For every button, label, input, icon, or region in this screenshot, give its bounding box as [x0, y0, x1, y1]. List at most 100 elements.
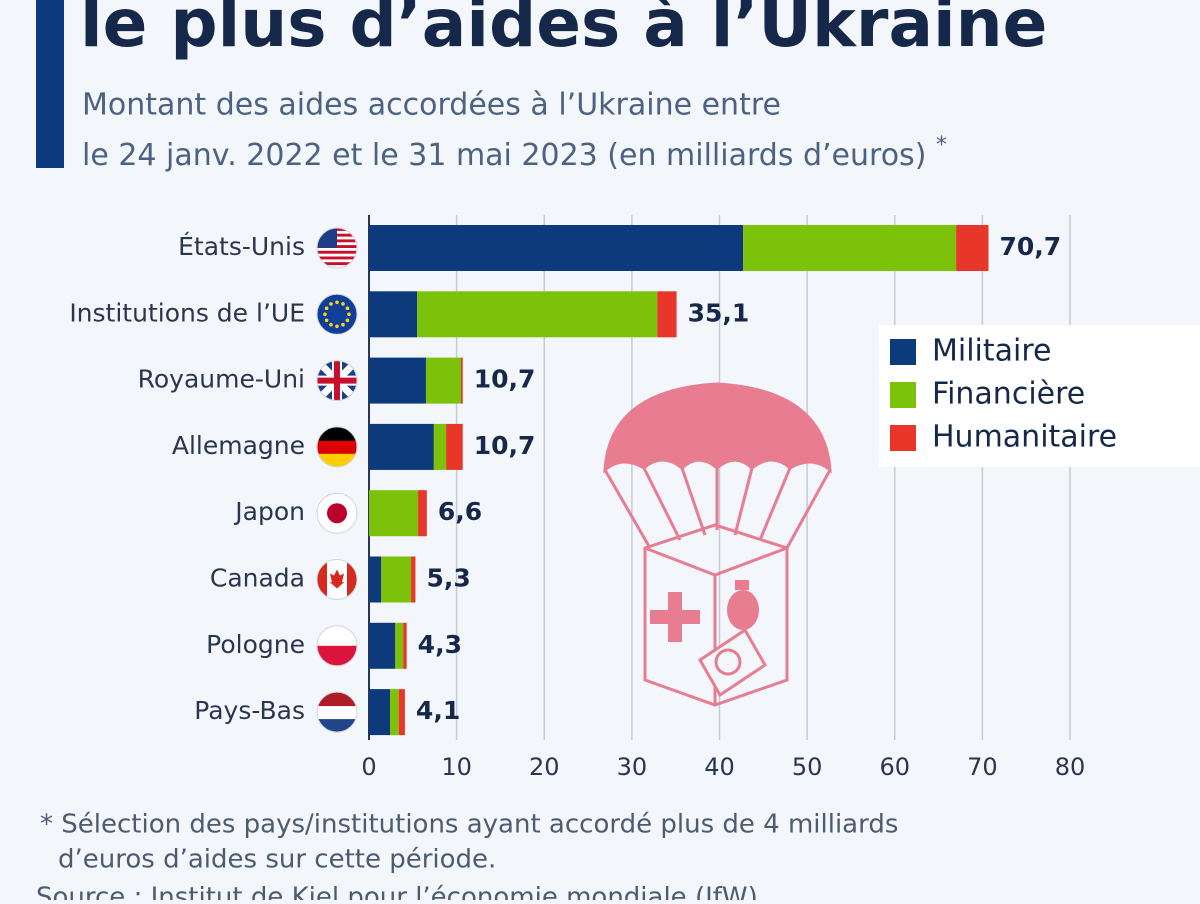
legend-swatch	[890, 339, 916, 365]
legend-swatch	[890, 382, 916, 408]
flag-part	[317, 645, 357, 666]
flag-part	[335, 324, 339, 329]
flag-part	[347, 559, 357, 600]
chart-title: le plus d’aides à l’Ukraine	[80, 0, 1047, 62]
x-tick-label: 10	[441, 753, 472, 781]
x-tick-label: 50	[792, 753, 823, 781]
flag-ring	[316, 293, 358, 335]
flag-part	[317, 440, 357, 454]
bar-segment	[403, 622, 407, 669]
y-tick-label: Institutions de l’UE	[69, 298, 305, 327]
bar-segment	[417, 291, 658, 338]
bar-segment	[395, 622, 404, 669]
flag-inner	[317, 228, 357, 268]
flag-part	[317, 719, 357, 733]
flag-inner	[317, 559, 357, 600]
total-label: 4,3	[418, 630, 462, 659]
bar-segment	[369, 622, 396, 669]
bar-segment	[369, 291, 418, 338]
flag-ring	[316, 492, 358, 534]
bar-segment	[369, 689, 391, 736]
bar-segment	[461, 357, 463, 404]
x-tick-label: 80	[1055, 753, 1086, 781]
flag-ring	[316, 227, 358, 269]
flag-part	[329, 322, 333, 327]
total-label: 35,1	[688, 298, 750, 327]
flag-part	[323, 312, 327, 317]
flag-part	[317, 426, 357, 441]
bar-segment	[657, 291, 677, 338]
flag-part	[317, 360, 357, 401]
total-label: 4,1	[416, 696, 460, 725]
flag-part	[329, 302, 333, 306]
legend-label: Financière	[932, 377, 1085, 412]
flag-part	[345, 318, 350, 323]
subtitle-line: le 24 janv. 2022 et le 31 mai 2023 (en m…	[82, 138, 926, 173]
bar-segment	[425, 357, 462, 404]
y-tick-label: Canada	[210, 564, 305, 593]
flag	[316, 559, 358, 600]
flag	[316, 293, 358, 335]
flag-part	[324, 318, 329, 323]
subtitle: Montant des aides accordées à l’Ukraine …	[82, 88, 781, 123]
bar-segment	[433, 423, 447, 470]
flag-part	[317, 692, 357, 707]
flag	[316, 625, 358, 667]
flag-inner	[317, 294, 357, 335]
bar-segment	[369, 556, 382, 603]
flag-part	[317, 559, 327, 600]
bar-segment	[381, 556, 412, 603]
parachute-illustration	[603, 382, 832, 707]
bar-segment	[743, 225, 957, 271]
legend-label: Militaire	[932, 334, 1052, 369]
x-tick-label: 20	[529, 753, 560, 781]
flag-ring	[316, 426, 358, 468]
y-tick-label: Royaume-Uni	[138, 365, 305, 394]
total-label: 10,7	[474, 431, 536, 460]
subtitle: le 24 janv. 2022 et le 31 mai 2023 (en m…	[82, 133, 947, 173]
source: Source : Institut de Kiel pour l’économi…	[36, 883, 758, 901]
x-tick-label: 0	[361, 753, 376, 781]
flag	[316, 492, 358, 534]
accent-bar	[36, 0, 64, 168]
legend-swatch	[890, 425, 916, 451]
x-tick-label: 70	[967, 753, 998, 781]
total-label: 5,3	[426, 564, 470, 593]
total-label: 70,7	[1000, 232, 1062, 261]
bar-segment	[369, 225, 744, 271]
flag-part	[317, 250, 357, 254]
bar-segment	[411, 556, 416, 603]
flag	[316, 691, 358, 733]
legend-box	[879, 325, 1200, 467]
flag-part	[324, 306, 329, 311]
flag-ring	[316, 559, 358, 600]
flag-part	[341, 322, 345, 327]
legend-label: Humanitaire	[932, 420, 1117, 455]
flag-part	[345, 306, 350, 311]
total-label: 6,6	[438, 497, 482, 526]
flag-part	[327, 503, 347, 524]
footnote: * Sélection des pays/institutions ayant …	[40, 810, 898, 840]
flag-inner	[317, 692, 357, 733]
bar-segment	[390, 689, 399, 736]
flag-part	[317, 256, 357, 260]
y-tick-label: Allemagne	[172, 431, 305, 460]
y-tick-label: Pologne	[206, 630, 305, 659]
flag	[316, 426, 358, 468]
footnote: d’euros d’aides sur cette période.	[58, 845, 496, 875]
flag-inner	[317, 360, 357, 401]
flag-part	[335, 300, 339, 305]
flag-inner	[317, 625, 357, 666]
bar-segment	[418, 490, 427, 537]
flag	[316, 360, 358, 402]
flag-ring	[316, 360, 358, 402]
y-tick-label: Japon	[233, 497, 305, 526]
bar-segment	[956, 225, 989, 271]
flag	[316, 227, 358, 269]
flag-part	[317, 453, 357, 467]
bar-segment	[369, 423, 434, 470]
bars: États-Unis 70,7 Institutions de l’UE 35,1 Ro…	[69, 225, 1062, 736]
bar-segment	[369, 357, 426, 404]
